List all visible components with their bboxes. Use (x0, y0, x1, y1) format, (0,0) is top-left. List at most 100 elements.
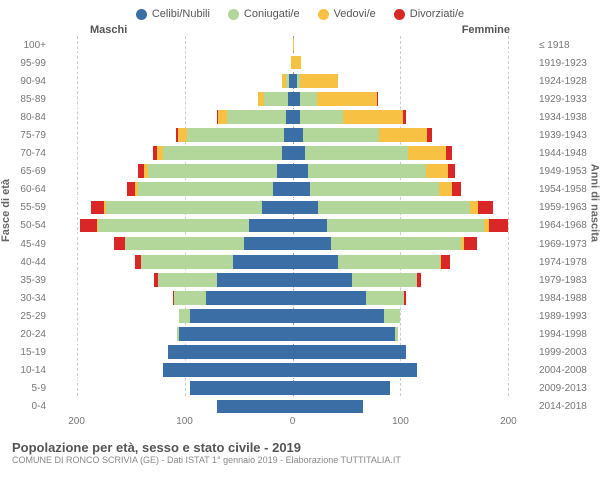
female-bar (293, 326, 531, 343)
bar-segment (179, 327, 292, 341)
female-bar (293, 108, 531, 125)
bar-segment (293, 182, 310, 196)
bar-segment (249, 219, 292, 233)
bar-segment (217, 273, 293, 287)
bar-segment (308, 164, 427, 178)
female-bar (293, 126, 531, 143)
age-label: 60-64 (0, 181, 50, 199)
x-tick: 100 (392, 416, 409, 427)
male-bar (55, 307, 293, 324)
pyramid-row (55, 271, 530, 289)
bar-segment (366, 291, 404, 305)
legend-label: Vedovi/e (334, 8, 376, 20)
pyramid-row (55, 108, 530, 126)
pyramid-row (55, 380, 530, 398)
male-bar (55, 36, 293, 53)
pyramid-row (55, 145, 530, 163)
legend-dot (394, 9, 405, 20)
bar-segment (293, 273, 352, 287)
bar-segment (293, 110, 301, 124)
bar-segment (489, 219, 508, 233)
age-label: 15-19 (0, 344, 50, 362)
age-label: 20-24 (0, 326, 50, 344)
female-bar (293, 289, 531, 306)
x-tick: 100 (176, 416, 193, 427)
birth-year-labels: ≤ 19181919-19231924-19281929-19331934-19… (535, 36, 600, 416)
bar-segment (395, 327, 398, 341)
bar-segment (293, 56, 302, 70)
pyramid-row (55, 344, 530, 362)
bar-segment (168, 345, 292, 359)
legend-item: Coniugati/e (228, 8, 300, 20)
female-bar (293, 271, 531, 288)
bar-segment (300, 92, 317, 106)
bar-segment (218, 110, 227, 124)
female-bar (293, 344, 531, 361)
birth-year-label: 1934-1938 (535, 108, 600, 126)
bar-segment (439, 182, 452, 196)
legend-label: Divorziati/e (410, 8, 464, 20)
female-bar (293, 36, 531, 53)
pyramid-row (55, 398, 530, 416)
birth-year-label: 1944-1948 (535, 145, 600, 163)
pyramid-row (55, 253, 530, 271)
x-axis: 2001000100200 (55, 416, 530, 436)
bar-segment (327, 219, 484, 233)
age-label: 75-79 (0, 126, 50, 144)
bar-segment (303, 128, 379, 142)
bar-segment (293, 255, 338, 269)
bar-segment (114, 237, 125, 251)
bar-segment (293, 164, 308, 178)
birth-year-label: 1929-1933 (535, 90, 600, 108)
bar-segment (293, 146, 306, 160)
chart-footer: Popolazione per età, sesso e stato civil… (0, 436, 600, 469)
bar-segment (293, 128, 304, 142)
bar-segment (310, 182, 440, 196)
bar-segment (206, 291, 292, 305)
male-bar (55, 54, 293, 71)
legend-dot (318, 9, 329, 20)
bar-segment (284, 128, 293, 142)
bar-segment (141, 255, 233, 269)
bar-segment (317, 92, 376, 106)
male-bar (55, 126, 293, 143)
female-bar (293, 380, 531, 397)
bar-segment (343, 110, 402, 124)
bar-segment (233, 255, 292, 269)
female-bar (293, 181, 531, 198)
bar-segment (217, 400, 293, 414)
population-pyramid-chart: Celibi/Nubili Coniugati/e Vedovi/e Divorzia… (0, 0, 600, 500)
birth-year-label: 1919-1923 (535, 54, 600, 72)
pyramid-row (55, 90, 530, 108)
header-male: Maschi (90, 24, 127, 36)
bar-segment (305, 146, 408, 160)
bar-segment (293, 291, 366, 305)
pyramid-row (55, 362, 530, 380)
age-label: 85-89 (0, 90, 50, 108)
bar-segment (379, 128, 428, 142)
chart-subtitle: COMUNE DI RONCO SCRIVIA (GE) - Dati ISTA… (12, 455, 588, 465)
age-label: 40-44 (0, 253, 50, 271)
bar-segment (441, 255, 450, 269)
age-label: 70-74 (0, 145, 50, 163)
bar-segment (452, 182, 461, 196)
female-bar (293, 307, 531, 324)
bar-segment (417, 273, 421, 287)
birth-year-label: 2004-2008 (535, 362, 600, 380)
age-label: 10-14 (0, 362, 50, 380)
bar-segment (293, 327, 396, 341)
pyramid-row (55, 72, 530, 90)
chart-title: Popolazione per età, sesso e stato civil… (12, 440, 588, 455)
legend-item: Divorziati/e (394, 8, 464, 20)
age-labels: 100+95-9990-9485-8980-8475-7970-7465-696… (0, 36, 50, 416)
male-bar (55, 271, 293, 288)
legend-dot (136, 9, 147, 20)
birth-year-label: 1969-1973 (535, 235, 600, 253)
legend-label: Celibi/Nubili (152, 8, 210, 20)
pyramid-row (55, 307, 530, 325)
bar-segment (187, 128, 284, 142)
pyramid-row (55, 326, 530, 344)
bar-segment (138, 182, 273, 196)
bar-segment (338, 255, 441, 269)
birth-year-label: 1964-1968 (535, 217, 600, 235)
